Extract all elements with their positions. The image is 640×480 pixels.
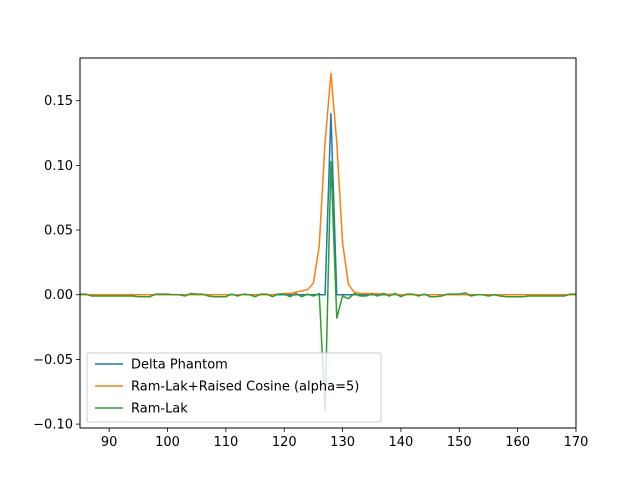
x-tick-label: 150 xyxy=(447,435,472,450)
x-tick-label: 170 xyxy=(564,435,589,450)
legend-label-2: Ram-Lak xyxy=(131,402,188,417)
y-tick-label: −0.05 xyxy=(33,353,73,368)
legend-box xyxy=(86,352,382,423)
axes-frame xyxy=(79,57,577,429)
y-tick-label: 0.00 xyxy=(44,288,73,303)
x-tick-label: 120 xyxy=(272,435,297,450)
x-tick-label: 90 xyxy=(101,435,118,450)
x-tick-label: 160 xyxy=(505,435,530,450)
y-tick-label: −0.10 xyxy=(33,418,73,433)
x-axis: 90 100 110 120 130 140 150 160 170 xyxy=(101,428,589,450)
x-tick-label: 140 xyxy=(389,435,414,450)
y-tick-label: 0.10 xyxy=(44,159,73,174)
legend-label-1: Ram-Lak+Raised Cosine (alpha=5) xyxy=(131,380,359,395)
y-tick-label: 0.05 xyxy=(44,224,73,239)
x-tick-label: 110 xyxy=(213,435,238,450)
series-layer xyxy=(80,72,576,411)
y-tick-label: 0.15 xyxy=(44,94,73,109)
legend: Delta Phantom Ram-Lak+Raised Cosine (alph… xyxy=(86,352,382,423)
legend-label-0: Delta Phantom xyxy=(131,358,228,373)
y-axis: −0.10 −0.05 0.00 0.05 0.10 0.15 xyxy=(33,94,80,433)
x-tick-label: 130 xyxy=(330,435,355,450)
x-tick-label: 100 xyxy=(155,435,180,450)
series-line-2 xyxy=(80,160,576,411)
